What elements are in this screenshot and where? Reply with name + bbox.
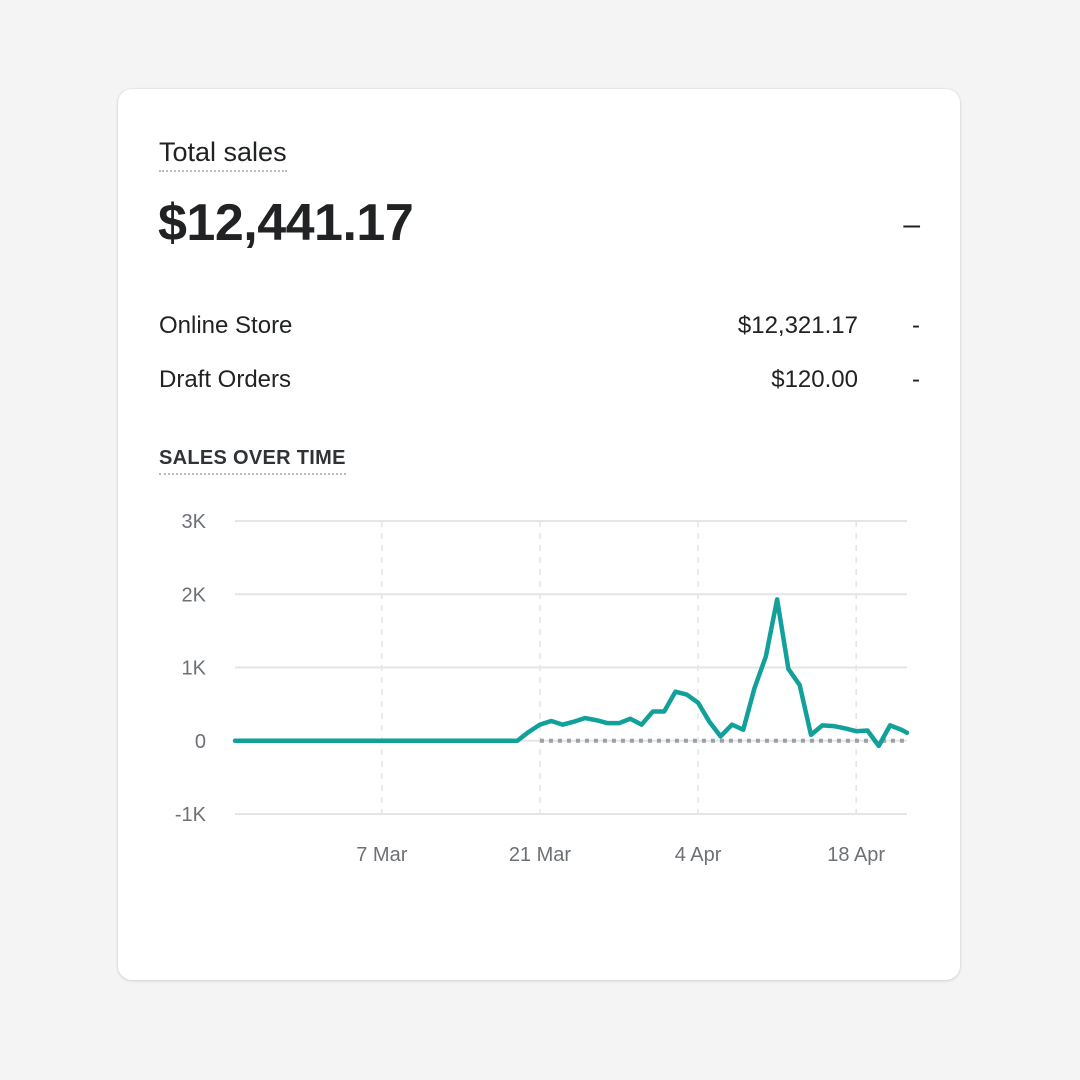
total-sales-card: Total sales $12,441.17 – Online Store $1… (118, 89, 960, 980)
total-sales-change: – (903, 208, 920, 241)
y-tick-label: 2K (182, 584, 207, 606)
breakdown-row: Online Store $12,321.17 - (159, 309, 920, 343)
sales-over-time-chart: 3K 2K 1K 0 -1K 7 Mar 21 Mar 4 Apr 18 Apr (175, 511, 910, 866)
breakdown-label: Draft Orders (159, 366, 292, 393)
y-tick-label: -1K (175, 804, 207, 826)
sales-series-line (232, 597, 910, 749)
x-tick-label: 4 Apr (675, 844, 722, 866)
chart-title[interactable]: SALES OVER TIME (159, 446, 346, 475)
breakdown-value: $120.00 (771, 366, 858, 393)
breakdown-value: $12,321.17 (737, 312, 858, 339)
breakdown-label: Online Store (159, 312, 293, 339)
y-tick-label: 1K (182, 658, 207, 680)
y-tick-label: 0 (195, 731, 206, 753)
card-title[interactable]: Total sales (159, 137, 287, 172)
breakdown-change: - (912, 366, 920, 393)
x-tick-label: 21 Mar (509, 844, 572, 866)
total-sales-value: $12,441.17 (158, 194, 414, 252)
breakdown-change: - (912, 312, 920, 339)
x-tick-label: 7 Mar (356, 844, 407, 866)
x-tick-label: 18 Apr (827, 844, 885, 866)
breakdown-row: Draft Orders $120.00 - (159, 363, 920, 397)
y-tick-label: 3K (182, 511, 207, 533)
